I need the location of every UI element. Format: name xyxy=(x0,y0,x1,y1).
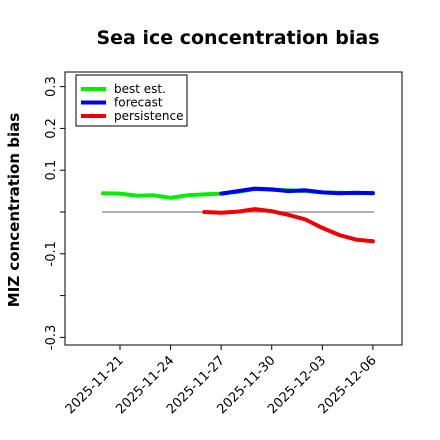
plot-area xyxy=(101,186,375,244)
legend-label: persistence xyxy=(114,109,183,123)
y-tick-label: 0.1 xyxy=(44,160,59,181)
chart-title: Sea ice concentration bias xyxy=(96,27,379,49)
y-tick-label: 0.3 xyxy=(44,76,59,97)
axes: -0.3-0.10.10.20.32025-11-212025-11-24202… xyxy=(44,76,380,417)
y-axis-label: MIZ concentration bias xyxy=(5,113,23,307)
y-tick-label: -0.3 xyxy=(44,325,59,350)
y-tick-label: 0.2 xyxy=(44,118,59,139)
y-tick-label: -0.1 xyxy=(44,241,59,266)
legend-label: forecast xyxy=(114,96,163,110)
plot-frame xyxy=(64,71,403,346)
series-line-persistence xyxy=(202,207,375,244)
series-line-forecast xyxy=(219,186,375,196)
legend-label: best est. xyxy=(114,82,166,96)
